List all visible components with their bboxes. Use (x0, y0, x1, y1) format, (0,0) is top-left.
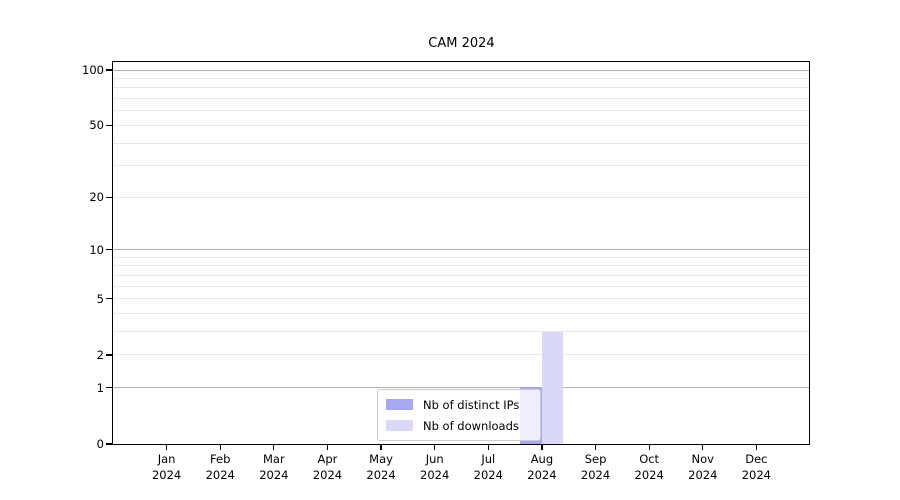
y-tick-mark (106, 387, 113, 389)
legend-label: Nb of distinct IPs (423, 397, 520, 412)
gridline-minor (113, 142, 810, 144)
y-tick-label: 50 (89, 118, 104, 133)
x-tick-year: 2024 (420, 467, 450, 482)
x-tick-mark (380, 444, 382, 450)
gridline-minor (113, 313, 810, 315)
x-tick-label: Sep 2024 (566, 452, 626, 483)
x-tick-year: 2024 (312, 467, 343, 482)
x-tick-label: Jun 2024 (405, 452, 465, 483)
x-tick-mark (541, 444, 543, 450)
gridline-minor (113, 165, 810, 167)
gridline-minor (113, 265, 810, 267)
x-tick-mark (219, 444, 221, 450)
y-tick-label: 20 (89, 190, 104, 205)
legend-swatch-distinct-ips (386, 399, 413, 410)
x-tick-label: Dec 2024 (726, 452, 786, 483)
x-tick-label: Aug 2024 (512, 452, 572, 483)
x-tick-year: 2024 (366, 467, 396, 482)
y-tick-label: 0 (96, 437, 104, 451)
x-tick-mark (702, 444, 704, 450)
gridline-minor (113, 110, 810, 112)
y-tick-mark (106, 298, 113, 300)
y-tick-mark (106, 443, 113, 445)
gridline-minor (113, 256, 810, 258)
gridline-major (113, 69, 810, 71)
x-tick-year: 2024 (205, 467, 235, 482)
gridline-minor (113, 298, 810, 300)
x-tick-year: 2024 (151, 467, 182, 482)
gridline-major (113, 249, 810, 251)
x-tick-mark (594, 444, 597, 450)
gridline-minor (113, 77, 810, 79)
x-tick-label: Jul 2024 (458, 452, 518, 483)
gridline-minor (113, 98, 810, 100)
legend-swatch-downloads (386, 420, 413, 431)
bar-nb-of-downloads (541, 331, 564, 444)
x-tick-mark (648, 444, 650, 450)
x-tick-label: Nov 2024 (673, 452, 733, 483)
x-tick-mark (273, 444, 275, 450)
x-tick-year: 2024 (580, 467, 611, 482)
y-tick-mark (106, 124, 113, 126)
y-tick-mark (106, 69, 113, 71)
x-tick-label: Apr 2024 (297, 452, 357, 483)
y-tick-label: 5 (96, 291, 104, 306)
x-tick-year: 2024 (634, 467, 664, 482)
y-tick-mark (106, 196, 113, 198)
x-tick-mark (326, 444, 329, 450)
gridline-minor (113, 285, 810, 287)
x-tick-label: Jan 2024 (137, 452, 197, 483)
legend-entry-distinct-ips: Nb of distinct IPs (386, 398, 540, 412)
chart-title: CAM 2024 (428, 36, 495, 51)
gridline-minor (113, 124, 810, 126)
x-tick-year: 2024 (259, 467, 289, 482)
x-tick-year: 2024 (688, 467, 718, 482)
x-tick-year: 2024 (741, 467, 772, 482)
legend-label: Nb of downloads (423, 418, 519, 433)
x-tick-mark (434, 444, 436, 450)
y-tick-label: 100 (82, 63, 104, 77)
y-tick-mark (106, 249, 113, 251)
y-tick-label: 1 (96, 380, 104, 395)
gridline-major (113, 387, 810, 389)
x-tick-label: Feb 2024 (190, 452, 250, 483)
x-tick-label: May 2024 (351, 452, 411, 483)
y-tick-label: 10 (89, 242, 104, 257)
x-tick-label: Mar 2024 (244, 452, 304, 483)
gridline-minor (113, 274, 810, 276)
x-tick-mark (166, 444, 168, 450)
x-tick-mark (755, 444, 757, 450)
y-tick-label: 2 (96, 347, 104, 362)
gridline-minor (113, 87, 810, 89)
x-tick-year: 2024 (473, 467, 503, 482)
gridline-minor (113, 196, 810, 198)
x-tick-mark (487, 444, 489, 450)
gridline-minor (113, 354, 810, 356)
y-tick-mark (106, 354, 113, 356)
legend: Nb of distinct IPs Nb of downloads (377, 389, 541, 441)
x-tick-year: 2024 (527, 467, 557, 482)
gridline-minor (113, 331, 810, 333)
legend-entry-downloads: Nb of downloads (386, 419, 540, 433)
x-tick-label: Oct 2024 (619, 452, 679, 483)
